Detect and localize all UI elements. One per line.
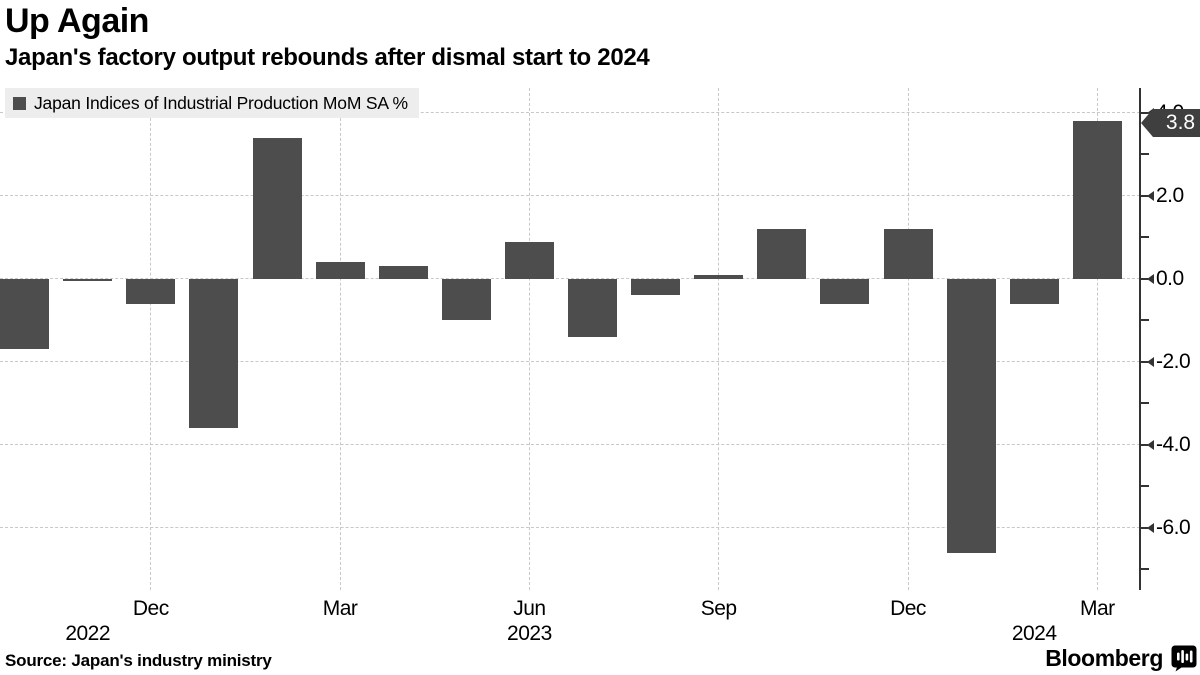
page-title: Up Again [5,2,149,40]
gridline-horizontal [0,361,1140,363]
x-axis-year-label: 2024 [1011,622,1057,645]
bar-oct-2023 [757,229,807,279]
badge-arrow-icon [1141,109,1153,138]
y-axis-minor-tick [1140,568,1149,571]
y-axis-minor-tick [1140,236,1149,239]
legend-label: Japan Indices of Industrial Production M… [34,92,408,113]
gridline-horizontal [0,527,1140,529]
bloomberg-wordmark: Bloomberg [1045,645,1163,671]
y-axis-line [1139,88,1141,590]
bar-jan-2023 [189,278,239,429]
bloomberg-bug-icon [1171,645,1197,672]
gridline-vertical [907,88,909,590]
y-axis-label: -6.0 [1156,515,1191,539]
bar-jun-2023 [504,241,554,279]
y-axis-tick-arrow-icon [1147,356,1154,367]
bar-feb-2023 [252,137,302,279]
badge-value: 3.8 [1153,109,1200,138]
y-axis-label: -4.0 [1156,432,1191,456]
bar-jan-2024 [946,278,996,553]
x-axis-month-label: Sep [700,597,737,620]
y-axis-label: -2.0 [1156,349,1191,373]
bar-nov-2022 [63,278,113,281]
y-axis-tick-arrow-icon [1147,190,1154,201]
y-axis-major-tick [1140,526,1148,529]
gridline-vertical [339,88,341,590]
y-axis-label: 0.0 [1156,266,1184,290]
y-axis-label: 2.0 [1156,183,1184,207]
y-axis-tick-arrow-icon [1147,439,1154,450]
y-axis-tick-arrow-icon [1147,522,1154,533]
last-value-badge: 3.8 [1141,109,1200,138]
y-axis-minor-tick [1140,319,1149,322]
bar-feb-2024 [1009,278,1059,304]
legend: Japan Indices of Industrial Production M… [5,88,419,118]
bar-mar-2024 [1072,121,1122,279]
y-axis-minor-tick [1140,153,1149,156]
y-axis-tick-arrow-icon [1147,273,1154,284]
gridline-horizontal [0,444,1140,446]
bar-sep-2023 [694,274,744,279]
gridline-vertical [150,88,152,590]
x-axis-year-label: 2023 [507,622,552,645]
bar-oct-2022 [0,278,50,350]
chart-subtitle: Japan's factory output rebounds after di… [5,44,650,71]
y-axis-minor-tick [1140,402,1149,405]
bloomberg-logo: Bloomberg [1045,645,1197,672]
bar-nov-2023 [820,278,870,304]
legend-swatch-icon [13,96,26,110]
bar-aug-2023 [631,278,681,296]
bar-may-2023 [441,278,491,321]
x-axis-month-label: Mar [322,597,358,620]
bar-apr-2023 [378,266,428,279]
gridline-horizontal [0,112,1140,114]
x-axis-month-label: Dec [132,597,169,620]
source-note: Source: Japan's industry ministry [5,651,272,670]
y-axis-minor-tick [1140,485,1149,488]
gridline-vertical [528,88,530,590]
y-axis-major-tick [1140,360,1148,363]
bar-jul-2023 [568,278,617,337]
x-axis-year-label: 2022 [65,622,111,645]
bar-dec-2023 [883,229,933,279]
gridline-vertical [1096,88,1098,590]
gridline-horizontal [0,195,1140,197]
bar-dec-2022 [126,278,176,304]
y-axis-major-tick [1140,443,1148,446]
x-axis-month-label: Mar [1079,597,1115,620]
gridline-vertical [718,88,720,590]
x-axis-month-label: Jun [513,597,546,620]
bar-mar-2023 [315,262,365,279]
y-axis-major-tick [1140,194,1148,197]
y-axis-major-tick [1140,277,1148,280]
x-axis-month-label: Dec [890,597,926,620]
